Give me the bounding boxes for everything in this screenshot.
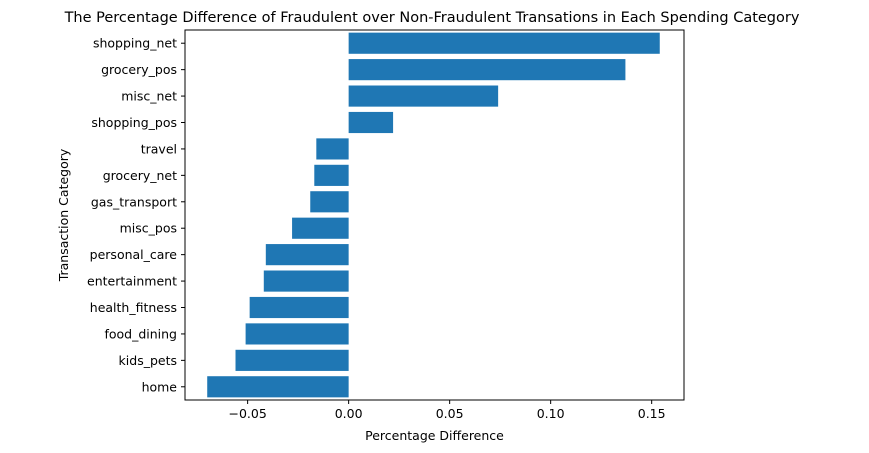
bar-grocery_pos: [348, 59, 626, 81]
bar-misc_net: [348, 85, 499, 107]
x-tick-label: 0.00: [335, 406, 363, 421]
y-tick-label: misc_pos: [120, 221, 177, 236]
y-tick-label: grocery_net: [103, 168, 177, 183]
y-tick-label: entertainment: [87, 274, 177, 289]
x-ticks: −0.05 0.00 0.05 0.10 0.15: [228, 400, 666, 421]
y-tick-label: health_fitness: [90, 300, 177, 315]
bar-entertainment: [263, 270, 349, 292]
y-tick-label: food_dining: [104, 326, 177, 341]
bar-gas_transport: [310, 191, 349, 213]
bar-kids_pets: [235, 349, 349, 371]
y-tick-label: personal_care: [90, 247, 178, 262]
x-tick-label: 0.05: [436, 406, 464, 421]
bar-personal_care: [265, 244, 349, 266]
y-axis-label: Transaction Category: [56, 148, 71, 282]
x-tick-label: 0.15: [638, 406, 666, 421]
y-tick-label: gas_transport: [91, 194, 177, 209]
bars-layer: [207, 32, 660, 398]
bar-grocery_net: [314, 164, 349, 186]
bar-health_fitness: [249, 296, 349, 319]
x-axis-label: Percentage Difference: [365, 428, 504, 443]
y-tick-label: shopping_net: [93, 36, 177, 51]
y-tick-label: home: [142, 379, 178, 394]
x-tick-label: −0.05: [228, 406, 266, 421]
x-tick-label: 0.10: [537, 406, 565, 421]
y-tick-label: shopping_pos: [91, 115, 177, 130]
bar-misc_pos: [292, 217, 349, 239]
y-tick-label: travel: [141, 141, 177, 156]
bar-shopping_net: [348, 32, 660, 54]
bar-travel: [316, 138, 349, 160]
y-tick-label: kids_pets: [119, 353, 177, 368]
bar-home: [207, 376, 349, 398]
y-ticks: shopping_net grocery_pos misc_net shopping_…: [87, 36, 185, 394]
y-tick-label: grocery_pos: [101, 62, 177, 77]
plot-frame: [184, 29, 685, 401]
bar-shopping_pos: [348, 111, 394, 134]
chart-title: The Percentage Difference of Fraudulent …: [64, 10, 800, 26]
bar-food_dining: [245, 323, 349, 345]
y-tick-label: misc_net: [121, 89, 177, 104]
